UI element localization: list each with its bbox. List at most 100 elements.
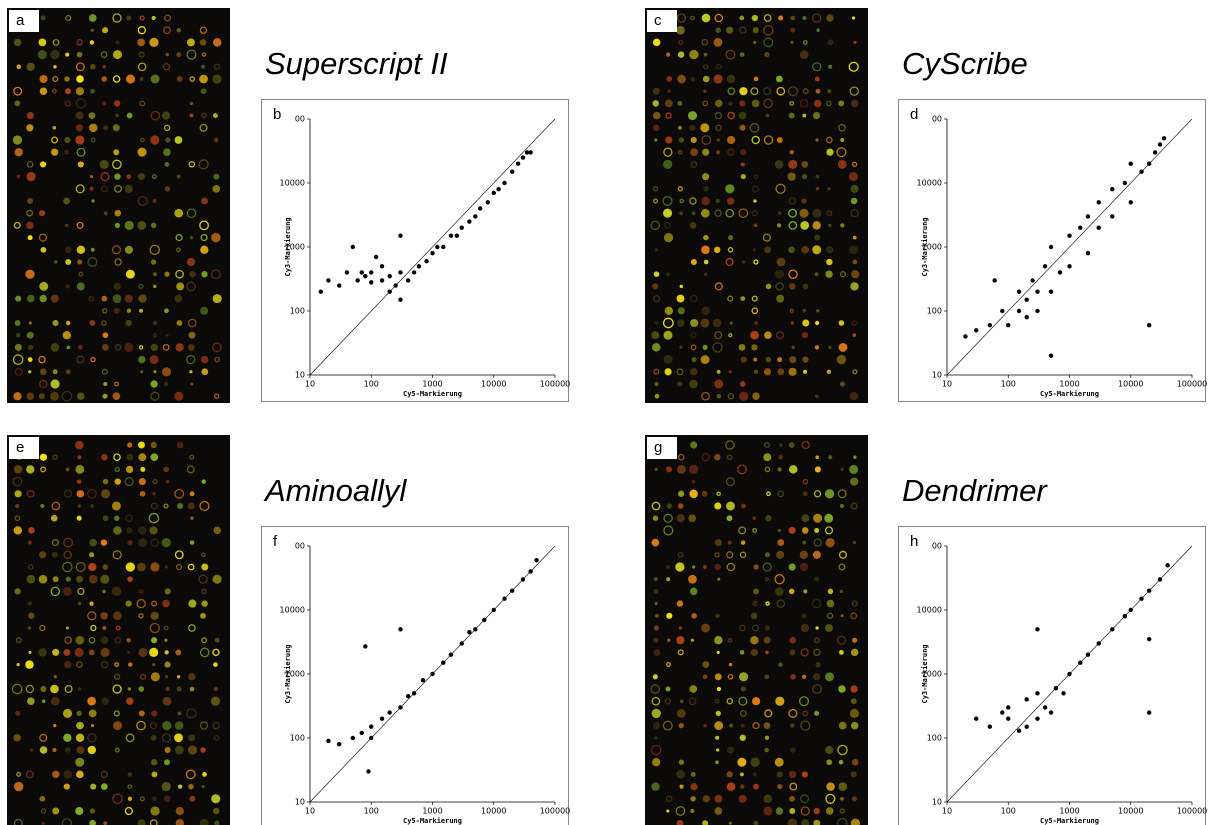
spot [676,636,685,645]
point [359,730,364,736]
scatter-plot: 1010010001000010000010100100010000100000… [261,99,571,402]
spot [89,574,98,584]
spot [101,453,108,461]
point [369,280,374,285]
spot [775,282,784,291]
spot [751,14,759,22]
spot [753,820,759,825]
spot [125,319,132,327]
point [1048,289,1054,294]
spot [765,283,772,290]
spot [174,745,184,755]
spot [53,675,57,679]
x-tick-label: 100 [1001,380,1016,389]
spot [815,455,819,460]
spot [678,759,685,765]
spot [40,685,47,693]
spot [126,697,134,705]
point [411,691,417,696]
spot [186,708,197,719]
spot [188,161,196,168]
y-axis-label: Cy3-Markierung [284,644,292,703]
spot [199,26,208,34]
spot [728,101,733,106]
spot [852,333,856,337]
spot [652,758,661,767]
spot [812,221,821,230]
point [1024,724,1029,729]
spot [16,771,22,777]
spot [802,540,807,545]
spot [114,184,122,193]
spot [138,613,144,619]
spot [112,684,122,694]
spot [201,785,205,789]
spot [137,819,146,825]
microarray-image: e [7,435,230,825]
spot [764,747,769,753]
spot [727,295,734,302]
spot [39,281,49,291]
spot [838,342,848,352]
spot [51,501,61,511]
spot [676,368,684,376]
point [987,322,993,328]
spot [88,649,95,656]
spot [714,563,721,571]
spot [102,65,106,69]
spot [654,736,658,740]
spot [40,503,45,509]
spot [65,52,70,57]
spot [177,784,183,789]
spot [663,232,674,243]
spot [825,745,834,755]
point [1078,660,1083,665]
spot [114,209,122,217]
spot [801,819,810,825]
spot [728,235,734,241]
spot [149,526,158,535]
spot [826,369,832,374]
spot [138,294,147,303]
image-label: c [654,12,662,29]
spot [764,674,770,680]
spot [127,796,133,801]
spot [813,648,821,657]
spot [849,245,858,255]
spot [114,381,119,387]
spot [113,307,120,314]
spot [850,184,859,193]
spot [825,672,834,682]
spot [152,479,158,485]
spot [752,697,761,706]
spot [738,208,749,219]
spot [801,613,807,619]
spot [100,660,109,669]
spot [691,613,697,619]
point [485,200,491,205]
spot [663,513,673,523]
spot [165,686,170,692]
spot [690,15,695,21]
spot [138,526,147,535]
spot [127,650,131,654]
spot [775,75,783,83]
spot [677,74,686,84]
spot [802,478,809,485]
spot [76,710,82,717]
spot [802,369,808,374]
spot [764,735,770,740]
spot [691,357,697,363]
spot [138,647,148,657]
spot [798,696,810,707]
spot [739,15,745,21]
spot [100,539,108,546]
spot [726,454,733,461]
spot [102,101,107,106]
point [387,710,392,715]
spot [753,174,759,179]
spot [800,794,810,804]
x-tick-label: 100000 [540,380,571,389]
spot [836,354,847,365]
spot [717,577,721,581]
